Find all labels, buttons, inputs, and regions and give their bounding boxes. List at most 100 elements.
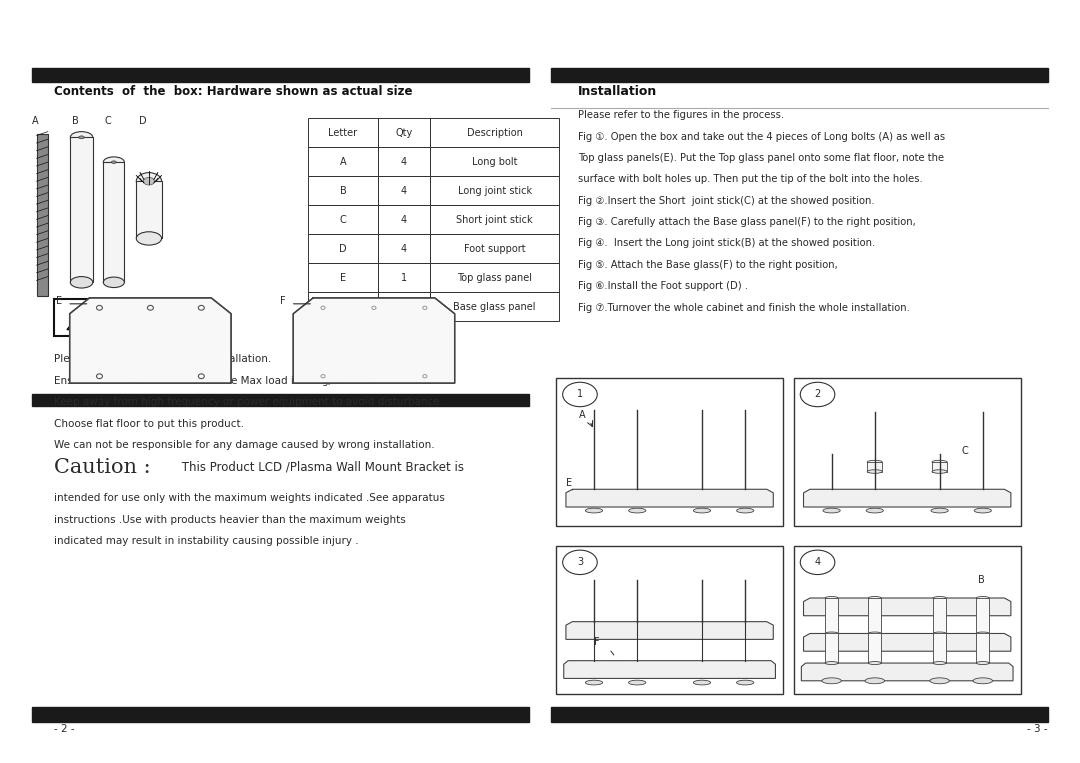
Polygon shape [566, 622, 773, 639]
Ellipse shape [865, 678, 885, 684]
Ellipse shape [70, 276, 93, 288]
Text: Please refer to the figures in the process.: Please refer to the figures in the proce… [578, 111, 784, 121]
Ellipse shape [825, 632, 838, 635]
Text: E: E [340, 272, 346, 283]
Bar [825, 633, 838, 663]
Text: D: D [139, 116, 147, 126]
Bar [308, 147, 378, 176]
Ellipse shape [823, 508, 840, 513]
Text: Fig ①. Open the box and take out the 4 pieces of Long bolts (A) as well as: Fig ①. Open the box and take out the 4 p… [578, 132, 945, 142]
Bar [430, 118, 559, 147]
Bar [933, 633, 946, 663]
Bar [378, 205, 430, 234]
Bar [308, 234, 378, 263]
Text: F: F [594, 637, 599, 647]
Ellipse shape [976, 632, 989, 635]
Bar [556, 378, 783, 526]
Text: Long joint stick: Long joint stick [458, 185, 531, 196]
Text: Fig ④.  Insert the Long joint stick(B) at the showed position.: Fig ④. Insert the Long joint stick(B) at… [578, 239, 875, 249]
Circle shape [800, 550, 835, 575]
Bar [868, 598, 881, 633]
Ellipse shape [868, 662, 881, 665]
Bar [378, 292, 430, 321]
Text: E: E [56, 296, 63, 306]
Bar [70, 137, 93, 282]
Bar [976, 633, 989, 663]
Ellipse shape [931, 508, 948, 513]
Bar [308, 263, 378, 292]
Text: 2: 2 [401, 301, 407, 312]
Text: A: A [32, 116, 39, 126]
Ellipse shape [932, 460, 947, 464]
Text: !: ! [81, 319, 85, 329]
Polygon shape [294, 298, 455, 383]
Bar [308, 176, 378, 205]
Bar [932, 462, 947, 472]
Ellipse shape [933, 597, 946, 600]
Ellipse shape [976, 597, 989, 600]
Text: instructions .Use with products heavier than the maximum weights: instructions .Use with products heavier … [54, 515, 406, 525]
Text: Foot support: Foot support [463, 243, 526, 254]
Text: Choose flat floor to put this product.: Choose flat floor to put this product. [54, 419, 244, 429]
Text: D: D [339, 243, 347, 254]
Text: 2: 2 [814, 389, 821, 400]
Ellipse shape [629, 680, 646, 685]
Bar [551, 707, 1048, 722]
Ellipse shape [822, 678, 841, 684]
Ellipse shape [104, 277, 124, 288]
Text: Please read this guide before installation.: Please read this guide before installati… [54, 355, 271, 365]
Bar [308, 118, 378, 147]
Ellipse shape [974, 508, 991, 513]
Text: B: B [71, 116, 79, 126]
Bar [794, 546, 1021, 694]
Bar [378, 176, 430, 205]
Text: Base glass panel: Base glass panel [454, 301, 536, 312]
Bar [378, 234, 430, 263]
Bar [867, 462, 882, 472]
Text: We can not be responsible for any damage caused by wrong installation.: We can not be responsible for any damage… [54, 440, 434, 450]
Ellipse shape [104, 157, 124, 167]
Bar [378, 118, 430, 147]
Text: Short joint stick: Short joint stick [457, 214, 532, 225]
Text: Qty: Qty [395, 127, 413, 138]
Text: Contents  of  the  box: Hardware shown as actual size: Contents of the box: Hardware shown as a… [54, 85, 413, 98]
Polygon shape [804, 489, 1011, 507]
Text: A: A [339, 156, 347, 167]
Ellipse shape [585, 680, 603, 685]
Ellipse shape [867, 470, 882, 473]
Bar [378, 263, 430, 292]
Circle shape [563, 382, 597, 407]
Bar [430, 263, 559, 292]
Bar [54, 299, 205, 336]
Text: 3: 3 [577, 557, 583, 568]
Ellipse shape [973, 678, 993, 684]
Text: 4: 4 [401, 214, 407, 225]
Text: Ensure the correct installation. The Max load is 60kg/132lbs.: Ensure the correct installation. The Max… [54, 376, 370, 386]
Text: WARNING: WARNING [106, 317, 171, 330]
Circle shape [800, 382, 835, 407]
Ellipse shape [70, 132, 93, 143]
Bar [378, 147, 430, 176]
Text: - 3 -: - 3 - [1027, 725, 1048, 735]
Ellipse shape [825, 662, 838, 665]
Bar [976, 598, 989, 633]
Text: F: F [280, 296, 286, 306]
Text: C: C [104, 116, 111, 126]
Text: Fig ②.Insert the Short  joint stick(C) at the showed position.: Fig ②.Insert the Short joint stick(C) at… [578, 196, 875, 206]
Text: C: C [961, 446, 968, 456]
Text: Fig ⑤. Attach the Base glass(F) to the right position,: Fig ⑤. Attach the Base glass(F) to the r… [578, 260, 838, 270]
Ellipse shape [868, 632, 881, 635]
Ellipse shape [933, 662, 946, 665]
Text: Fig ③. Carefully attach the Base glass panel(F) to the right position,: Fig ③. Carefully attach the Base glass p… [578, 217, 916, 227]
Polygon shape [804, 598, 1011, 616]
Ellipse shape [737, 508, 754, 513]
Bar [556, 546, 783, 694]
Text: B: B [978, 575, 985, 584]
Bar [430, 147, 559, 176]
Ellipse shape [585, 508, 603, 513]
Ellipse shape [932, 470, 947, 473]
Ellipse shape [136, 172, 162, 190]
Text: Caution :: Caution : [54, 458, 150, 477]
Text: intended for use only with the maximum weights indicated .See apparatus: intended for use only with the maximum w… [54, 494, 445, 504]
Text: 4: 4 [401, 156, 407, 167]
